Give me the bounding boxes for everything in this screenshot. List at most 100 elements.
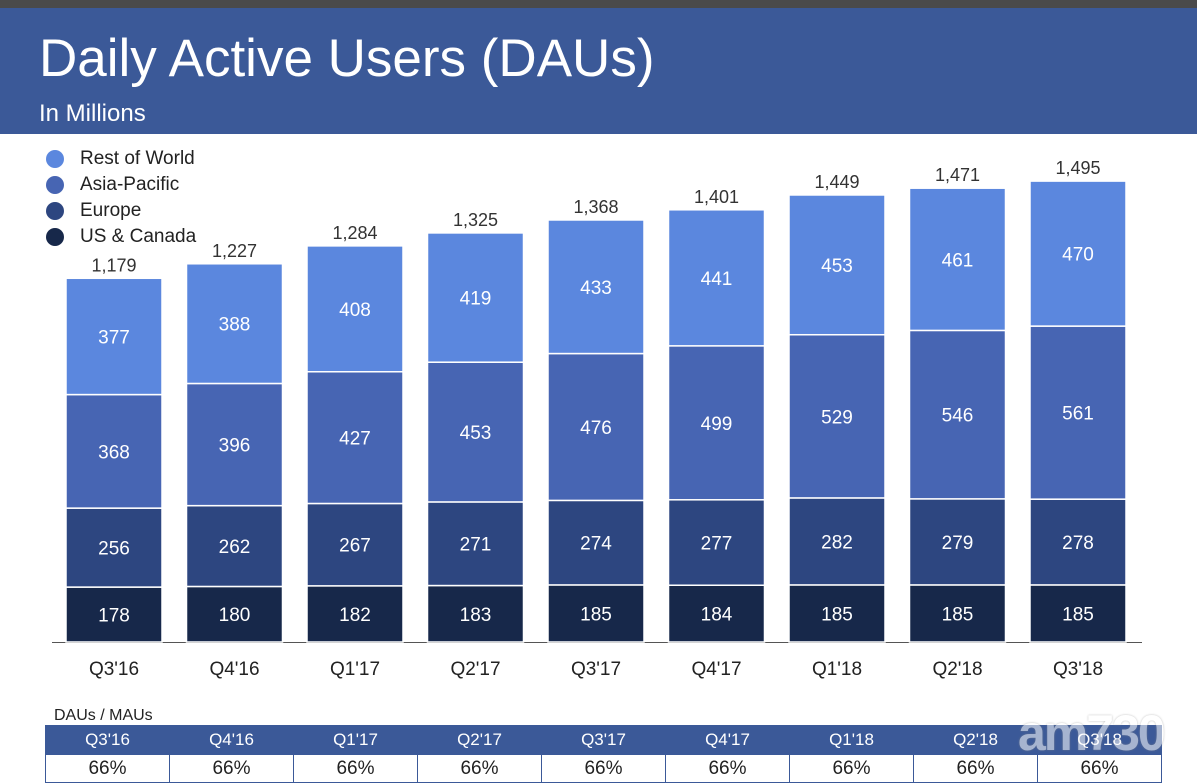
total-label: 1,227 (212, 241, 257, 261)
x-tick-label: Q2'18 (932, 659, 982, 680)
dau-mau-table: Q3'16 Q4'16 Q1'17 Q2'17 Q3'17 Q4'17 Q1'1… (45, 725, 1162, 783)
bar-segment-asia-pacific-0 (65, 393, 163, 509)
bar-segment-europe-8 (1029, 498, 1127, 586)
bar-segment-europe-0 (65, 507, 163, 588)
page-title: Daily Active Users (DAUs) (39, 29, 655, 88)
total-label: 1,284 (332, 223, 377, 243)
bar-segment-europe-3 (426, 501, 525, 587)
bar-segment-rest-of-world-3 (426, 232, 525, 363)
chart-legend: Rest of World Asia-Pacific Europe US & C… (46, 146, 196, 250)
data-label: 561 (1062, 404, 1094, 425)
legend-item-rest-of-world: Rest of World (46, 146, 196, 172)
bar-segment-rest-of-world-1 (185, 263, 284, 385)
ratio-header-row: Q3'16 Q4'16 Q1'17 Q2'17 Q3'17 Q4'17 Q1'1… (45, 725, 1162, 755)
legend-label: Asia-Pacific (80, 174, 180, 195)
legend-dot-rest-of-world (46, 150, 64, 168)
bar-segment-rest-of-world-5 (667, 209, 766, 347)
page-subtitle: In Millions (39, 100, 146, 127)
bar-segment-rest-of-world-8 (1029, 180, 1127, 327)
legend-item-europe: Europe (46, 198, 196, 224)
ratio-value-cell: 66% (417, 754, 542, 783)
bar-segment-us-canada-3 (426, 584, 525, 643)
total-label: 1,325 (453, 210, 498, 230)
x-tick-label: Q2'17 (450, 659, 500, 680)
data-label: 388 (219, 315, 251, 336)
ratio-header-cell: Q1'18 (789, 725, 914, 755)
data-label: 185 (942, 604, 974, 625)
ratio-header-cell: Q2'17 (417, 725, 542, 755)
bar-segment-asia-pacific-8 (1029, 325, 1127, 500)
total-label: 1,495 (1055, 158, 1100, 178)
data-label: 368 (98, 442, 130, 463)
data-label: 267 (339, 536, 371, 557)
ratio-value-row: 66% 66% 66% 66% 66% 66% 66% 66% 66% (45, 754, 1162, 783)
data-label: 419 (460, 289, 492, 310)
bar-segment-asia-pacific-5 (667, 345, 766, 501)
slide-header: Daily Active Users (DAUs) In Millions (0, 8, 1197, 134)
top-border (0, 0, 1197, 8)
legend-label: Rest of World (80, 148, 195, 169)
bar-segment-europe-4 (547, 499, 645, 586)
legend-dot-europe (46, 202, 64, 220)
data-label: 262 (219, 537, 251, 558)
data-label: 396 (219, 436, 251, 457)
ratio-caption: DAUs / MAUs (54, 707, 153, 724)
x-tick-label: Q1'17 (330, 659, 380, 680)
bar-segment-asia-pacific-3 (426, 361, 525, 503)
data-label: 282 (821, 532, 853, 553)
ratio-header-cell: Q3'17 (541, 725, 666, 755)
data-label: 408 (339, 300, 371, 321)
bar-segment-asia-pacific-4 (547, 352, 645, 502)
bar-segment-europe-7 (908, 498, 1007, 586)
x-tick-label: Q4'17 (691, 659, 741, 680)
data-label: 178 (98, 606, 130, 627)
bar-segment-us-canada-5 (667, 584, 766, 643)
x-tick-label: Q3'16 (89, 659, 139, 680)
bar-segment-rest-of-world-7 (908, 187, 1007, 332)
ratio-value-cell: 66% (1037, 754, 1162, 783)
bar-segment-asia-pacific-1 (185, 382, 284, 507)
bar-segment-us-canada-2 (306, 585, 404, 643)
x-tick-label: Q4'16 (209, 659, 259, 680)
legend-dot-us-canada (46, 228, 64, 246)
ratio-header-cell: Q3'18 (1037, 725, 1162, 755)
bar-segment-europe-1 (185, 504, 284, 588)
data-label: 461 (942, 250, 974, 271)
total-label: 1,368 (573, 197, 618, 217)
legend-item-us-canada: US & Canada (46, 224, 196, 250)
data-label: 279 (942, 533, 974, 554)
bar-segment-europe-5 (667, 499, 766, 586)
total-label: 1,401 (694, 187, 739, 207)
ratio-header-cell: Q4'17 (665, 725, 790, 755)
data-label: 271 (460, 535, 492, 556)
data-label: 278 (1062, 533, 1094, 554)
ratio-value-cell: 66% (665, 754, 790, 783)
data-label: 277 (701, 534, 733, 555)
ratio-value-cell: 66% (293, 754, 418, 783)
ratio-value-cell: 66% (45, 754, 170, 783)
data-label: 427 (339, 429, 371, 450)
data-label: 274 (580, 534, 612, 555)
stacked-bar-chart: 178 256 368 377 1,179 Q3'16 180 262 396 388 1,227 Q… (52, 158, 1142, 680)
bar-segment-europe-2 (306, 502, 404, 587)
legend-label: US & Canada (80, 226, 197, 247)
total-label: 1,449 (814, 172, 859, 192)
ratio-value-cell: 66% (789, 754, 914, 783)
ratio-header-cell: Q2'18 (913, 725, 1038, 755)
ratio-header-cell: Q3'16 (45, 725, 170, 755)
data-label: 185 (1062, 604, 1094, 625)
bar-segment-asia-pacific-6 (788, 333, 886, 499)
data-label: 529 (821, 407, 853, 428)
data-label: 185 (580, 604, 612, 625)
x-tick-label: Q3'17 (571, 659, 621, 680)
bar-segment-us-canada-7 (908, 584, 1007, 643)
data-label: 441 (701, 269, 733, 290)
ratio-value-cell: 66% (541, 754, 666, 783)
data-label: 377 (98, 327, 130, 348)
total-label: 1,179 (91, 255, 136, 275)
data-label: 183 (460, 605, 492, 626)
data-label: 433 (580, 278, 612, 299)
bar-segment-europe-6 (788, 497, 886, 586)
x-tick-label: Q1'18 (812, 659, 862, 680)
data-label: 182 (339, 605, 371, 626)
